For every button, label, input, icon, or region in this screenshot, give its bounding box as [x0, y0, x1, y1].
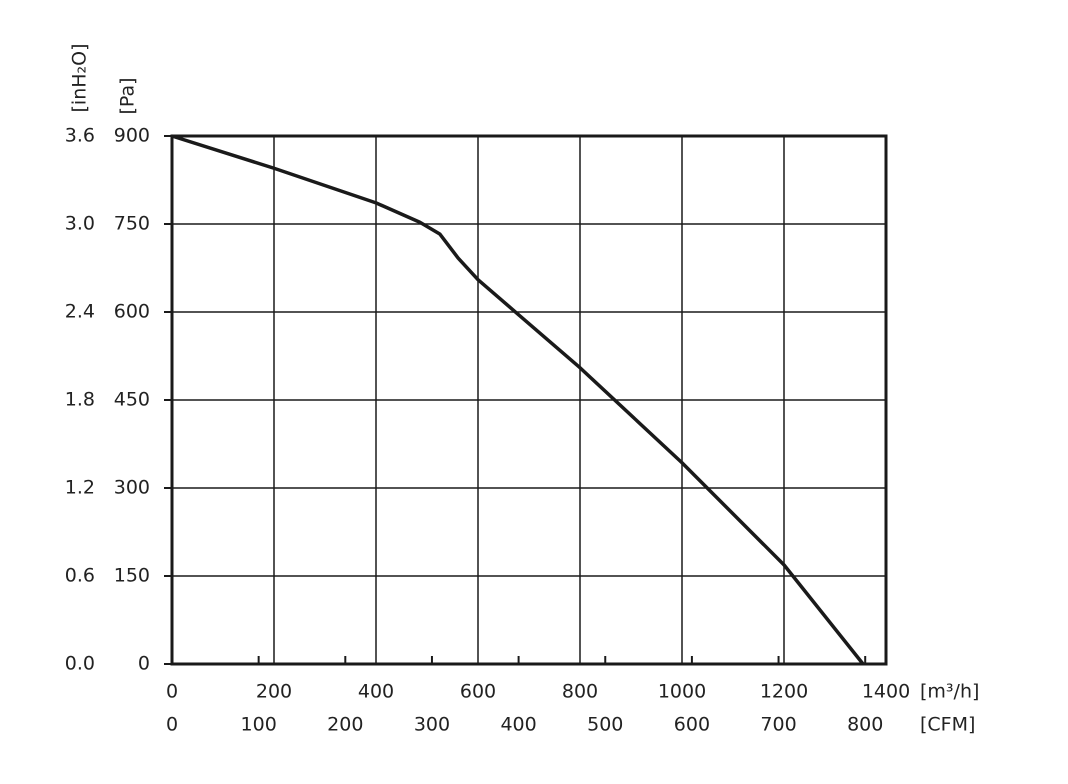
- x2-tick-label: 700: [760, 714, 796, 736]
- x2-tick-label: 500: [587, 714, 623, 736]
- x-tick-label: 400: [358, 681, 394, 703]
- y2-axis-label: [inH₂O]: [69, 43, 91, 112]
- x-tick-label: 600: [460, 681, 496, 703]
- y2-tick-label: 0.6: [65, 565, 95, 587]
- x-tick-label: 200: [256, 681, 292, 703]
- y-tick-label: 600: [114, 301, 150, 323]
- x2-tick-label: 0: [166, 714, 178, 736]
- y-axis-label: [Pa]: [117, 77, 139, 114]
- y-tick-label: 900: [114, 125, 150, 147]
- y2-tick-label: 1.2: [65, 477, 95, 499]
- x-tick-label: 1400: [862, 681, 910, 703]
- x2-axis-label: [CFM]: [920, 714, 975, 736]
- y2-tick-label: 2.4: [65, 301, 95, 323]
- y2-tick-label: 3.0: [65, 213, 95, 235]
- x2-tick-label: 300: [414, 714, 450, 736]
- x2-tick-label: 400: [500, 714, 536, 736]
- x-tick-label: 1000: [658, 681, 706, 703]
- x2-tick-label: 600: [674, 714, 710, 736]
- y2-tick-label: 3.6: [65, 125, 95, 147]
- x-axis-label: [m³/h]: [920, 681, 979, 703]
- y-tick-label: 300: [114, 477, 150, 499]
- y-tick-label: 450: [114, 389, 150, 411]
- x-tick-label: 1200: [760, 681, 808, 703]
- x2-tick-label: 800: [847, 714, 883, 736]
- y-tick-label: 750: [114, 213, 150, 235]
- y-tick-label: 150: [114, 565, 150, 587]
- y-tick-label: 0: [138, 653, 150, 675]
- y2-tick-label: 1.8: [65, 389, 95, 411]
- y2-tick-label: 0.0: [65, 653, 95, 675]
- x-tick-label: 800: [562, 681, 598, 703]
- x2-tick-label: 100: [241, 714, 277, 736]
- data-line: [171, 134, 865, 666]
- x-tick-label: 0: [166, 681, 178, 703]
- plot-frame: [170, 134, 888, 666]
- x2-tick-label: 200: [327, 714, 363, 736]
